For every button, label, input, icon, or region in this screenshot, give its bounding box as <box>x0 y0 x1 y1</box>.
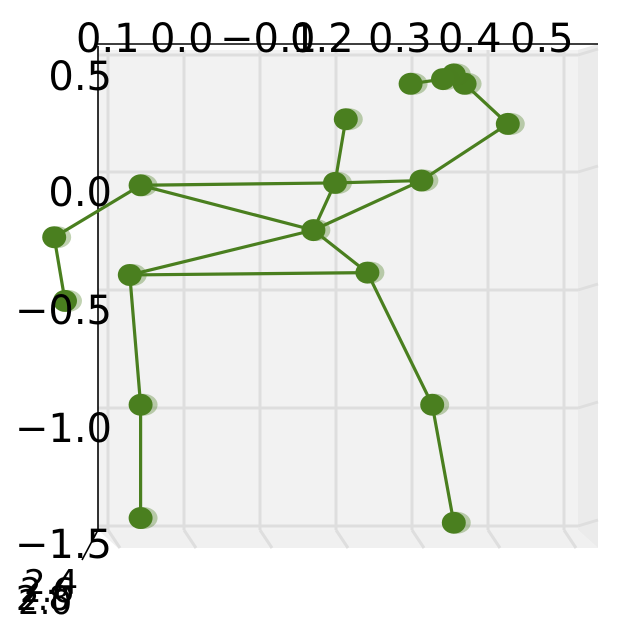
grid-line-side <box>577 400 599 410</box>
joint-spine <box>323 171 347 194</box>
z-tick-label: 2.4 <box>24 563 78 603</box>
joint-right-hip <box>355 261 380 284</box>
bone-left-shoulder-left-elbow <box>52 183 143 239</box>
grid-line-floor <box>486 529 502 549</box>
joint-right-hand <box>431 68 455 91</box>
y-tick-label: −0.5 <box>15 288 112 334</box>
x-tick-label: 0.1 <box>76 16 140 62</box>
grid-line-side <box>577 518 599 528</box>
bone-left-hip-right-hip <box>128 271 369 277</box>
joint-hip-center <box>301 219 326 242</box>
z-tick-labels: 2.42.62.82.0 <box>16 563 78 623</box>
grid-line-side <box>577 164 599 174</box>
joint-right-ankle <box>441 511 466 534</box>
bone-spine-neck <box>333 178 423 185</box>
joint-right-fingertip <box>398 72 423 95</box>
grid-line-floor <box>182 529 198 549</box>
x-tick-label: 0.3 <box>368 16 432 62</box>
bone-neck-right-shoulder <box>419 122 510 183</box>
joint-left-elbow <box>42 226 67 249</box>
bone-hip-center-left-hip <box>128 228 315 277</box>
joint-right-knee <box>420 393 445 416</box>
joint-head <box>333 108 358 131</box>
grid-line-floor <box>410 529 426 549</box>
joint-left-knee <box>128 393 153 416</box>
joint-left-hip <box>117 263 142 286</box>
bone-neck-hip-center <box>311 178 423 232</box>
bone-left-shoulder-hip-center <box>139 183 315 232</box>
joint-neck <box>409 169 434 192</box>
x-tick-label: −0.1 <box>220 16 317 62</box>
joint-left-ankle <box>128 507 153 530</box>
y-tick-label: 0.0 <box>48 170 112 216</box>
grid-line-side <box>577 282 599 292</box>
z-tick-label: 2.6 <box>20 571 74 611</box>
skeleton-joints <box>42 63 525 534</box>
joint-left-shoulder <box>128 174 153 197</box>
bone-right-knee-right-ankle <box>430 403 456 525</box>
grid-line-floor <box>334 529 350 549</box>
grid-line-floor <box>106 529 122 549</box>
z-tick-label: 2.8 <box>16 579 70 619</box>
x-tick-label: 0.5 <box>510 16 574 62</box>
joint-left-wrist <box>53 289 77 312</box>
grid-line-floor <box>258 529 274 549</box>
y-tick-labels: 0.5 0.0 −0.5 −1.0 −1.5 <box>15 54 112 568</box>
y-tick-label: 0.5 <box>48 54 112 100</box>
bone-spine-left-shoulder <box>139 181 337 187</box>
bone-left-hip-left-knee <box>128 273 143 407</box>
grid-line-floor <box>562 529 578 549</box>
x-tick-labels: 0.1 0.0 −0.10.2 0.3 0.4 0.5 <box>76 16 574 62</box>
x-tick-label: 0.0 <box>150 16 214 62</box>
grid-line-side <box>577 47 599 57</box>
y-tick-label: −1.0 <box>15 406 112 452</box>
bone-right-hip-right-knee <box>365 271 434 407</box>
z-tick-label: 2.0 <box>18 583 72 623</box>
x-tick-label: 0.2 <box>290 16 354 62</box>
right-side-pane <box>578 44 598 548</box>
grid-lines <box>98 47 599 549</box>
joint-right-shoulder <box>495 112 520 135</box>
z-axis-line <box>81 529 99 561</box>
y-tick-label: −1.5 <box>15 522 112 568</box>
floor-pane <box>98 530 598 548</box>
x-tick-label: 0.4 <box>438 16 502 62</box>
